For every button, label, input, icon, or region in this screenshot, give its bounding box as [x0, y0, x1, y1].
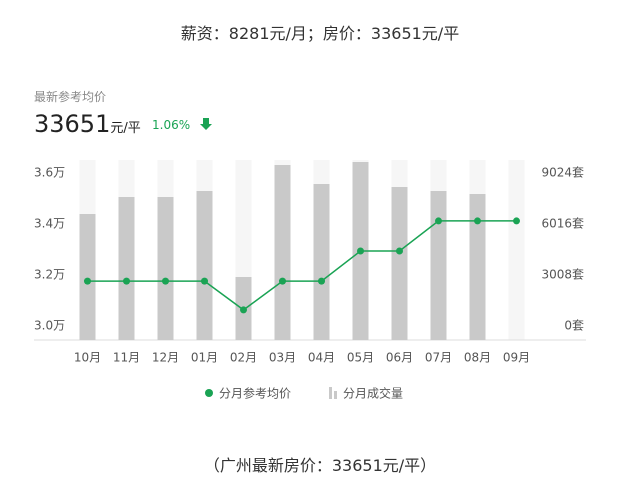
- x-tick-label: 06月: [386, 351, 413, 365]
- point: [435, 217, 442, 225]
- point: [357, 247, 364, 255]
- y-tick-label: 3.0万: [34, 318, 65, 332]
- price: 33651: [34, 110, 111, 138]
- legend-label: 分月成交量: [343, 386, 403, 401]
- change-value: 1.06%: [152, 118, 191, 132]
- point: [396, 247, 403, 255]
- x-tick-label: 09月: [503, 351, 530, 365]
- y-tick-label: 3.2万: [34, 267, 65, 281]
- x-tick-label: 07月: [425, 351, 452, 365]
- down-arrow: [199, 118, 212, 130]
- point: [123, 277, 130, 285]
- x-tick-label: 01月: [191, 351, 218, 365]
- point: [279, 277, 286, 285]
- bar: [274, 165, 291, 340]
- chart: 10月 11月 12月 01月 02月 03月 04月 05月 06月 07月 08月 09月 3.0万…: [34, 160, 586, 401]
- bar: [157, 197, 174, 340]
- price-unit: 元/平: [110, 121, 141, 136]
- bar: [391, 187, 408, 340]
- y2-tick-label: 6016套: [541, 217, 584, 231]
- page-title: 薪资：8281元/月；房价：33651元/平: [180, 24, 460, 43]
- y-tick-label: 3.4万: [34, 216, 65, 230]
- bar: [118, 197, 135, 340]
- x-tick-label: 10月: [74, 351, 101, 365]
- point: [474, 217, 481, 225]
- y2-tick-label: 9024套: [541, 166, 584, 180]
- point: [84, 277, 91, 285]
- y2-tick-label: 3008套: [541, 267, 584, 281]
- bar: [313, 184, 330, 340]
- bar: [196, 191, 213, 340]
- price-change: 1.06%: [152, 118, 212, 132]
- legend-label: 分月参考均价: [219, 386, 291, 401]
- price-block: 33651元/平: [34, 110, 141, 138]
- bar: [469, 194, 486, 340]
- bar: [79, 213, 96, 340]
- line: [87, 220, 517, 311]
- point: [318, 277, 325, 285]
- price-label: 最新参考均价: [34, 90, 107, 104]
- legend-marker: [205, 389, 213, 397]
- point: [513, 217, 520, 225]
- x-tick-label: 08月: [464, 351, 491, 365]
- x-tick-label: 02月: [230, 351, 257, 365]
- legend-marker: [329, 387, 332, 399]
- x-tick-label: 04月: [308, 351, 335, 365]
- bar: [430, 191, 447, 340]
- x-tick-label: 05月: [347, 351, 374, 365]
- x-tick-label: 11月: [113, 351, 140, 365]
- footer-note: （广州最新房价：33651元/平）: [203, 456, 437, 475]
- point: [201, 277, 208, 285]
- point: [162, 277, 169, 285]
- y2-tick-label: 0套: [564, 318, 584, 332]
- x-tick-label: 12月: [152, 351, 179, 365]
- y-tick-label: 3.6万: [34, 166, 65, 180]
- x-tick-label: 03月: [269, 351, 296, 365]
- point: [240, 306, 247, 314]
- column-band: [508, 160, 525, 340]
- legend-marker: [334, 391, 337, 399]
